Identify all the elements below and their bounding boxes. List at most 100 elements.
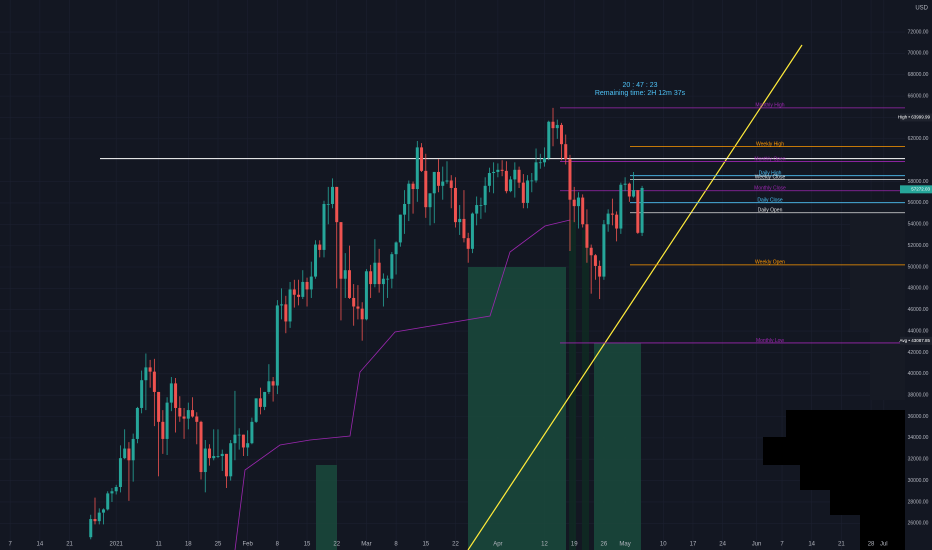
x-tick-label: 7 bbox=[780, 542, 784, 548]
x-tick-label: 17 bbox=[690, 542, 697, 548]
level-label: Monthly Open bbox=[754, 156, 785, 162]
candle-body bbox=[398, 214, 402, 243]
candle-body bbox=[195, 416, 199, 422]
candle-body bbox=[564, 144, 568, 160]
x-tick-label: 22 bbox=[333, 542, 340, 548]
candle-body bbox=[369, 271, 373, 285]
candle-body bbox=[551, 121, 555, 129]
zone bbox=[316, 465, 337, 550]
candle-body bbox=[513, 169, 517, 180]
candle-body bbox=[178, 407, 182, 417]
candle-body bbox=[314, 244, 318, 277]
candle-body bbox=[131, 438, 135, 461]
candle-body bbox=[589, 247, 593, 256]
x-tick-label: Jul bbox=[880, 542, 888, 548]
candle-body bbox=[407, 183, 411, 204]
candle-body bbox=[144, 367, 148, 381]
candle-body bbox=[224, 453, 228, 477]
y-tick-label: 32000.00 bbox=[908, 457, 929, 463]
candle-body bbox=[186, 410, 190, 419]
candle-body bbox=[241, 434, 245, 448]
y-tick-label: 38000.00 bbox=[908, 392, 929, 398]
zones bbox=[316, 220, 641, 550]
y-tick-label: 26000.00 bbox=[908, 521, 929, 527]
volume-bar bbox=[860, 515, 905, 550]
x-tick-label: 24 bbox=[719, 542, 726, 548]
candle-body bbox=[284, 304, 288, 322]
candle-body bbox=[297, 294, 301, 297]
candle-body bbox=[191, 410, 195, 417]
candle-body bbox=[415, 147, 419, 190]
price-tag bbox=[900, 185, 932, 194]
candle-body bbox=[237, 434, 241, 436]
x-tick-label: 10 bbox=[660, 542, 667, 548]
candle-body bbox=[322, 203, 326, 250]
candle-body bbox=[500, 169, 504, 171]
candle-body bbox=[445, 180, 449, 182]
candle-body bbox=[352, 297, 356, 307]
trendline bbox=[467, 44, 803, 550]
candle-body bbox=[288, 289, 292, 322]
candle-body bbox=[449, 180, 453, 188]
candle-body bbox=[509, 179, 513, 192]
candle-body bbox=[123, 448, 127, 459]
candle-body bbox=[530, 180, 534, 182]
y-tick-label: 46000.00 bbox=[908, 307, 929, 313]
candle-body bbox=[174, 383, 178, 408]
x-tick-label: 19 bbox=[571, 542, 578, 548]
candle-body bbox=[110, 491, 114, 494]
candle-body bbox=[632, 190, 636, 197]
level-label: Weekly Close bbox=[755, 174, 786, 180]
candle-body bbox=[330, 186, 334, 204]
y-tick-label: 40000.00 bbox=[908, 371, 929, 377]
x-tick-label: 15 bbox=[304, 542, 311, 548]
candle-body bbox=[538, 162, 542, 164]
candle-body bbox=[271, 381, 275, 386]
candle-body bbox=[386, 278, 390, 280]
y-tick-label: 66000.00 bbox=[908, 93, 929, 99]
x-tick-label: 2021 bbox=[110, 542, 124, 548]
x-tick-label: 14 bbox=[808, 542, 815, 548]
x-tick-label: 22 bbox=[452, 542, 459, 548]
y-tick-label: 56000.00 bbox=[908, 200, 929, 206]
volume-bar bbox=[870, 330, 905, 400]
candle-body bbox=[140, 380, 144, 408]
candle-body bbox=[390, 254, 394, 279]
y-tick-label: 34000.00 bbox=[908, 435, 929, 441]
candle-body bbox=[254, 398, 258, 422]
x-tick-label: Mar bbox=[361, 542, 371, 548]
candle-body bbox=[576, 197, 580, 207]
candle-body bbox=[89, 519, 93, 538]
x-tick-label: 14 bbox=[37, 542, 44, 548]
candle-body bbox=[403, 203, 407, 215]
candle-body bbox=[585, 224, 589, 248]
candle-body bbox=[534, 162, 538, 181]
candle-body bbox=[424, 170, 428, 208]
candle-body bbox=[602, 224, 606, 277]
candle-body bbox=[572, 199, 576, 207]
candle-body bbox=[347, 270, 351, 298]
candle-body bbox=[479, 205, 483, 206]
zone bbox=[569, 220, 576, 550]
countdown: 20 : 47 : 23 bbox=[622, 82, 657, 89]
candle-body bbox=[135, 407, 139, 439]
candle-body bbox=[364, 271, 368, 320]
candle-body bbox=[496, 169, 500, 172]
level-label: Monthly High bbox=[755, 103, 784, 109]
candle-body bbox=[360, 308, 364, 320]
candle-body bbox=[203, 448, 207, 473]
candle-body bbox=[148, 367, 152, 372]
zone bbox=[582, 230, 589, 550]
candle-body bbox=[161, 421, 165, 439]
y-tick-label: 36000.00 bbox=[908, 414, 929, 420]
x-tick-label: May bbox=[619, 542, 630, 548]
candle-body bbox=[280, 304, 284, 306]
candle-body bbox=[492, 171, 496, 174]
y-tick-label: 42000.00 bbox=[908, 350, 929, 356]
candle-body bbox=[114, 486, 118, 492]
price-tag-label: 57272.03 bbox=[911, 187, 930, 192]
currency: USD bbox=[915, 6, 928, 12]
candle-body bbox=[598, 265, 602, 277]
candle-body bbox=[220, 453, 224, 457]
